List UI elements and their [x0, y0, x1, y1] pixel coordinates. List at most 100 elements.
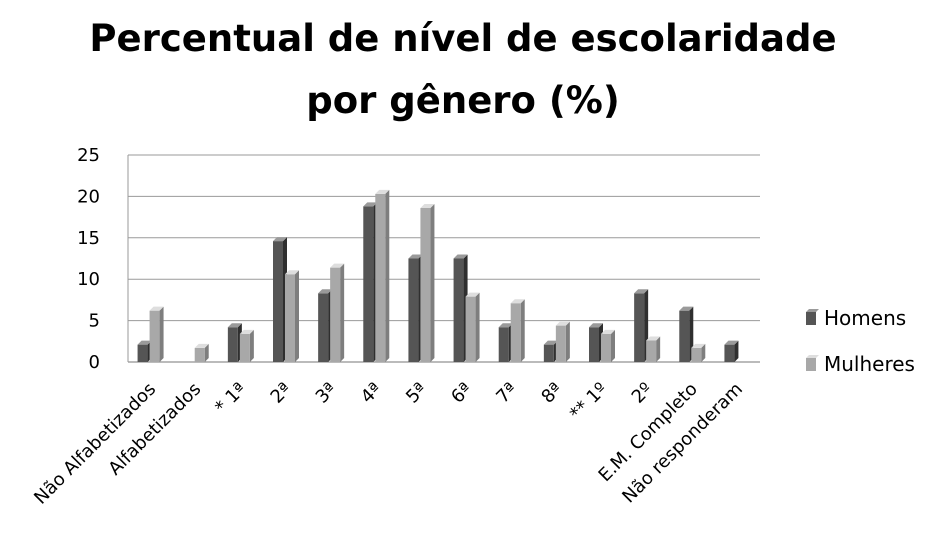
bar-top: [543, 340, 558, 345]
y-tick-label: 25: [77, 145, 100, 166]
y-tick-label: 15: [77, 228, 100, 249]
bar-mulheres: [691, 343, 706, 362]
bar-front: [408, 258, 419, 362]
legend-swatch-top: [806, 309, 819, 312]
bar-top: [465, 292, 480, 297]
bar-top: [510, 299, 525, 304]
gridlines: [127, 154, 760, 363]
x-tick-label: * 1ª: [211, 379, 250, 418]
bar-top: [285, 270, 299, 275]
bar-front: [330, 267, 341, 362]
bar-homens: [408, 254, 423, 362]
x-tick-label: 4ª: [357, 379, 386, 408]
bar-side: [159, 306, 164, 362]
bar-side: [295, 270, 299, 362]
bar-top: [137, 340, 152, 345]
bar-top: [375, 189, 390, 194]
bar-front: [453, 258, 464, 362]
bar-front: [589, 327, 599, 362]
bar-side: [611, 329, 615, 362]
bar-top: [194, 343, 209, 348]
bar-front: [465, 296, 476, 362]
x-tick-label: 5ª: [402, 379, 431, 408]
bar-side: [734, 340, 739, 362]
bar-homens: [363, 202, 378, 362]
x-tick-label: 3ª: [312, 379, 341, 408]
bar-front: [227, 327, 238, 362]
bar-top: [318, 289, 333, 294]
bar-front: [318, 293, 329, 362]
bar-front: [679, 310, 690, 362]
bar-front: [149, 310, 160, 362]
bar-top: [273, 237, 287, 242]
legend-item-mulheres: Mulheres: [806, 352, 915, 376]
y-tick-label: 20: [77, 186, 100, 207]
bar-top: [420, 203, 435, 208]
bar-homens: [724, 340, 739, 362]
bar-top: [555, 321, 570, 326]
bar-top: [453, 254, 468, 259]
bar-homens: [227, 323, 242, 362]
bar-side: [565, 321, 570, 362]
bars: [137, 189, 739, 362]
x-tick-label: 2ª: [267, 379, 296, 408]
bar-top: [227, 323, 242, 328]
bar-side: [475, 292, 480, 362]
bar-side: [701, 343, 706, 362]
bar-side: [520, 299, 525, 362]
bar-homens: [679, 306, 694, 362]
y-axis-ticks: 0 5 10 15 20 25: [77, 145, 100, 373]
bar-mulheres: [330, 263, 345, 362]
x-tick-label: 8ª: [537, 379, 566, 408]
chart-title-line-2: por gênero (%): [306, 79, 620, 122]
bar-side: [340, 263, 345, 362]
bar-front: [363, 206, 374, 362]
bar-front: [691, 347, 702, 362]
bar-front: [601, 333, 611, 362]
x-tick-label: ** 1º: [566, 379, 612, 425]
legend-swatch: [806, 358, 816, 371]
bar-homens: [318, 289, 333, 362]
bar-top: [589, 323, 603, 328]
bar-top: [724, 340, 739, 345]
x-tick-label: 2º: [628, 379, 657, 408]
bar-homens: [589, 323, 603, 362]
bar-front: [724, 344, 735, 362]
bar-front: [375, 193, 386, 362]
bar-homens: [634, 289, 649, 362]
bar-top: [363, 202, 378, 207]
bar-top: [691, 343, 706, 348]
bar-side: [430, 203, 435, 362]
bar-top: [634, 289, 649, 294]
legend-item-homens: Homens: [806, 306, 906, 330]
bar-homens: [498, 323, 513, 362]
bar-mulheres: [375, 189, 390, 362]
bar-top: [679, 306, 694, 311]
bar-homens: [137, 340, 152, 362]
bar-front: [273, 241, 283, 362]
bar-front: [555, 325, 566, 362]
chart-title-line-1: Percentual de nível de escolaridade: [89, 17, 837, 60]
bar-front: [646, 340, 657, 362]
bar-homens: [543, 340, 558, 362]
bar-front: [137, 344, 148, 362]
bar-side: [204, 343, 209, 362]
bar-mulheres: [510, 299, 525, 362]
bar-top: [601, 329, 615, 334]
bar-mulheres: [149, 306, 164, 362]
y-tick-label: 10: [77, 269, 100, 290]
y-tick-label: 0: [89, 352, 100, 373]
bar-side: [249, 329, 254, 362]
bar-mulheres: [465, 292, 480, 362]
bar-top: [646, 336, 661, 341]
bar-top: [330, 263, 345, 268]
bar-mulheres: [285, 270, 299, 362]
legend-label: Mulheres: [824, 352, 915, 376]
bar-mulheres: [646, 336, 661, 362]
bar-front: [510, 303, 521, 362]
legend: Homens Mulheres: [806, 306, 915, 376]
bar-mulheres: [601, 329, 615, 362]
bar-front: [239, 333, 250, 362]
